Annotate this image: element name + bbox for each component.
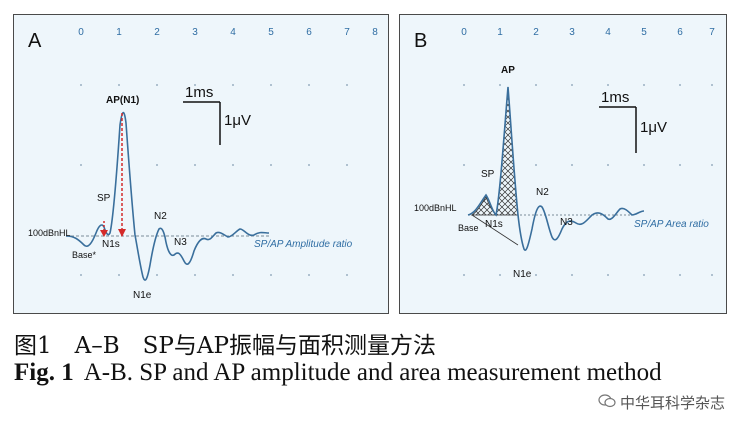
label-n3: N3	[560, 217, 573, 228]
tick-label: 7	[709, 27, 715, 38]
scale-time-label: 1ms	[185, 84, 213, 101]
panel-b-grid	[463, 84, 713, 276]
ratio-label: SP/AP Amplitude ratio	[254, 239, 353, 250]
label-n1e: N1e	[133, 290, 152, 301]
ap-arrow-head	[118, 229, 126, 237]
caption-chinese: 图1 A–B SP与AP振幅与面积测量方法	[14, 333, 436, 359]
stimulus-label: 100dBnHL	[414, 203, 457, 213]
peak-label-ap: AP(N1)	[106, 95, 139, 106]
label-n3: N3	[174, 237, 187, 248]
tick-label: 1	[497, 27, 503, 38]
label-n2: N2	[536, 187, 549, 198]
label-n2: N2	[154, 211, 167, 222]
scale-time-label: 1ms	[601, 89, 629, 106]
panel-b-ticks: 0 1 2 3 4 5 6 7	[461, 27, 715, 38]
base-line-segment	[471, 214, 519, 246]
ratio-label: SP/AP Area ratio	[634, 219, 709, 230]
tick-label: 0	[78, 27, 84, 38]
caption-figure-number: Fig. 1	[14, 359, 74, 386]
caption-english-text: A-B. SP and AP amplitude and area measur…	[83, 359, 662, 386]
panel-b-letter: B	[414, 30, 427, 52]
label-n1s: N1s	[485, 219, 503, 230]
panel-a-ticks: 0 1 2 3 4 5 6 7 8	[78, 27, 378, 38]
tick-label: 4	[230, 27, 236, 38]
scale-bar: 1ms 1μV	[599, 89, 667, 153]
panel-b-plot: B 0 1 2 3 4 5 6 7 100dBnHL AP SP Base N1…	[414, 27, 715, 280]
tick-label: 5	[641, 27, 647, 38]
scale-amp-label: 1μV	[224, 112, 251, 129]
stimulus-label: 100dBnHL	[28, 228, 71, 238]
tick-label: 0	[461, 27, 467, 38]
tick-label: 8	[372, 27, 378, 38]
watermark-text: 中华耳科学杂志	[619, 394, 725, 412]
tick-label: 7	[344, 27, 350, 38]
label-n1e: N1e	[513, 269, 532, 280]
tick-label: 1	[116, 27, 122, 38]
wechat-icon	[598, 393, 616, 412]
peak-label-sp: SP	[97, 193, 111, 204]
label-n1s: N1s	[102, 239, 120, 250]
panel-b: B 0 1 2 3 4 5 6 7 100dBnHL AP SP Base N1…	[399, 14, 727, 314]
caption-english: Fig. 1 A-B. SP and AP amplitude and area …	[14, 359, 662, 387]
sp-arrow-head	[100, 230, 108, 237]
tick-label: 6	[677, 27, 683, 38]
waveform-trace	[65, 111, 270, 281]
watermark: 中华耳科学杂志	[598, 392, 725, 413]
tick-label: 5	[268, 27, 274, 38]
panel-a-plot: A 0 1 2 3 4 5 6 7 8 100dBnHL AP(N1) SP B…	[28, 27, 378, 301]
tick-label: 6	[306, 27, 312, 38]
waveform-trace	[467, 86, 645, 251]
peak-label-sp: SP	[481, 169, 495, 180]
tick-label: 3	[569, 27, 575, 38]
peak-label-ap: AP	[501, 65, 515, 76]
panel-a: A 0 1 2 3 4 5 6 7 8 100dBnHL AP(N1) SP B…	[13, 14, 389, 314]
tick-label: 4	[605, 27, 611, 38]
label-base: Base	[458, 223, 479, 233]
panel-a-grid	[80, 84, 348, 276]
scale-bar: 1ms 1μV	[183, 84, 251, 145]
sp-area	[470, 196, 497, 216]
tick-label: 2	[533, 27, 539, 38]
tick-label: 2	[154, 27, 160, 38]
tick-label: 3	[192, 27, 198, 38]
scale-amp-label: 1μV	[640, 119, 667, 136]
label-base: Base*	[72, 250, 97, 260]
panel-a-letter: A	[28, 30, 42, 52]
